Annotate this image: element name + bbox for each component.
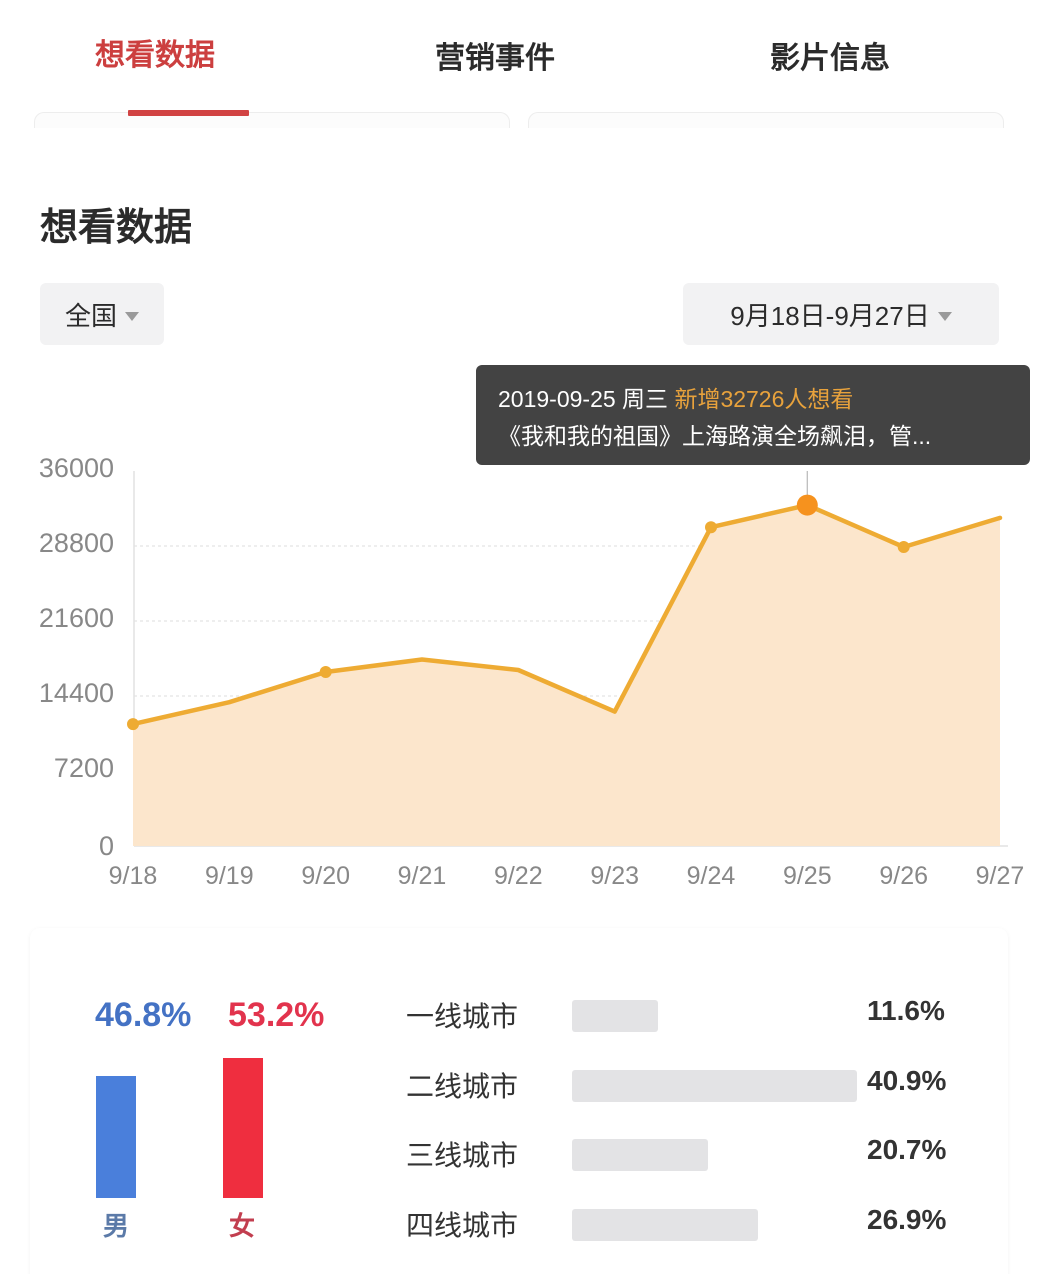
svg-text:14400: 14400	[39, 678, 114, 708]
svg-text:9/22: 9/22	[494, 862, 543, 890]
svg-text:9/18: 9/18	[109, 862, 158, 890]
svg-text:36000: 36000	[39, 453, 114, 483]
svg-text:9/23: 9/23	[590, 862, 639, 890]
svg-text:9/21: 9/21	[398, 862, 447, 890]
svg-text:9/19: 9/19	[205, 862, 254, 890]
svg-text:9/24: 9/24	[687, 862, 736, 890]
svg-text:28800: 28800	[39, 528, 114, 558]
svg-text:9/26: 9/26	[879, 862, 928, 890]
svg-text:7200: 7200	[54, 753, 114, 783]
svg-text:9/20: 9/20	[301, 862, 350, 890]
svg-text:21600: 21600	[39, 603, 114, 633]
svg-text:9/27: 9/27	[976, 862, 1025, 890]
svg-text:9/25: 9/25	[783, 862, 832, 890]
svg-text:0: 0	[99, 831, 114, 861]
